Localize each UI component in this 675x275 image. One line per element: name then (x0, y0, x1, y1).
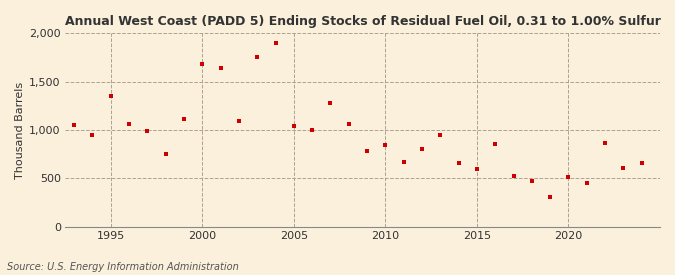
Point (306, 128, 317, 132)
Point (453, 161, 464, 165)
Point (435, 133, 446, 137)
Point (563, 175, 574, 180)
Point (581, 181, 592, 185)
Point (105, 94, 116, 98)
Point (142, 129, 153, 133)
Point (362, 149, 373, 153)
Point (618, 166, 629, 170)
Point (197, 62, 208, 67)
Point (124, 122, 134, 126)
Text: Source: U.S. Energy Information Administration: Source: U.S. Energy Information Administ… (7, 262, 238, 272)
Point (416, 147, 427, 152)
Point (545, 194, 556, 199)
Point (179, 117, 190, 122)
Point (599, 141, 610, 146)
Point (160, 152, 171, 156)
Point (490, 142, 501, 147)
Point (87, 133, 98, 137)
Point (215, 66, 226, 70)
Point (344, 122, 354, 126)
Point (526, 179, 537, 183)
Title: Annual West Coast (PADD 5) Ending Stocks of Residual Fuel Oil, 0.31 to 1.00% Sul: Annual West Coast (PADD 5) Ending Stocks… (65, 15, 660, 28)
Y-axis label: Thousand Barrels: Thousand Barrels (15, 81, 25, 178)
Point (637, 161, 647, 165)
Point (288, 124, 299, 128)
Point (325, 101, 336, 105)
Point (252, 54, 263, 59)
Point (270, 41, 281, 45)
Point (472, 166, 483, 171)
Point (234, 119, 244, 123)
Point (380, 143, 391, 148)
Point (508, 174, 519, 178)
Point (398, 160, 409, 164)
Point (69, 123, 80, 127)
